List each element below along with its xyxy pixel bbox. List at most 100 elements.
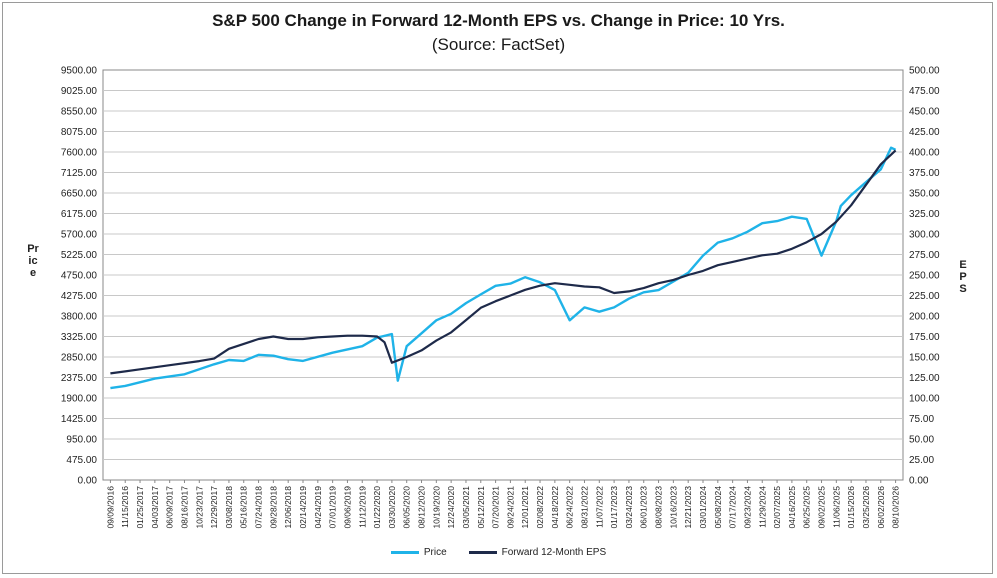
x-tick-label: 03/25/2026 [861, 486, 871, 529]
legend-swatch-eps [468, 551, 497, 554]
y-tick-label-right: 150.00 [909, 353, 940, 364]
x-tick-label: 08/08/2023 [654, 486, 664, 529]
y-axis-label-right: EPS [959, 259, 967, 295]
y-tick-label-left: 6650.00 [61, 189, 98, 200]
x-tick-label: 11/12/2019 [357, 486, 367, 528]
y-tick-label-left: 3800.00 [61, 312, 98, 323]
chart-subtitle: (Source: FactSet) [431, 35, 566, 54]
y-tick-label-right: 325.00 [909, 209, 940, 220]
y-tick-label-left: 9025.00 [61, 86, 98, 97]
y-tick-label-left: 3325.00 [61, 332, 98, 343]
chart-title: S&P 500 Change in Forward 12-Month EPS v… [212, 11, 785, 30]
x-tick-label: 09/23/2024 [742, 486, 752, 529]
x-tick-label: 02/14/2019 [298, 486, 308, 529]
x-tick-label: 02/08/2022 [535, 486, 545, 529]
x-tick-label: 01/22/2020 [372, 486, 382, 529]
y-tick-label-left: 950.00 [66, 435, 97, 446]
x-tick-label: 08/31/2022 [579, 486, 589, 529]
x-tick-label: 06/05/2020 [402, 486, 412, 529]
y-tick-label-right: 300.00 [909, 230, 940, 241]
y-tick-label-right: 125.00 [909, 373, 940, 384]
legend-item-price: Price [390, 547, 447, 558]
x-tick-label: 08/16/2017 [179, 486, 189, 529]
y-tick-label-right: 0.00 [909, 476, 929, 487]
x-tick-label: 01/17/2023 [609, 486, 619, 529]
x-tick-label: 06/25/2025 [802, 486, 812, 529]
y-tick-label-right: 200.00 [909, 312, 940, 323]
y-tick-label-right: 375.00 [909, 168, 940, 179]
x-tick-label: 10/23/2017 [194, 486, 204, 529]
y-tick-label-left: 5225.00 [61, 250, 98, 261]
legend: Price Forward 12-Month EPS [0, 547, 997, 558]
series-line-eps [110, 149, 897, 375]
y-tick-label-right: 450.00 [909, 107, 940, 118]
y-tick-label-right: 100.00 [909, 394, 940, 405]
x-tick-label: 01/25/2017 [135, 486, 145, 529]
y-tick-label-right: 500.00 [909, 66, 940, 77]
y-axis-label-left: Price [27, 243, 39, 279]
x-tick-label: 03/01/2024 [698, 486, 708, 529]
x-tick-label: 09/24/2021 [505, 486, 515, 529]
y-tick-label-left: 8075.00 [61, 127, 98, 138]
x-tick-label: 05/12/2021 [476, 486, 486, 529]
x-tick-label: 11/06/2025 [831, 486, 841, 528]
legend-swatch-price [390, 551, 419, 554]
x-tick-label: 09/28/2018 [268, 486, 278, 529]
x-tick-label: 10/19/2020 [431, 486, 441, 529]
x-tick-label: 02/07/2025 [772, 486, 782, 529]
x-tick-label: 03/30/2020 [387, 486, 397, 529]
x-tick-label: 06/09/2017 [165, 486, 175, 529]
x-tick-label: 03/08/2018 [224, 486, 234, 529]
x-tick-label: 06/24/2022 [565, 486, 575, 529]
y-tick-label-left: 7125.00 [61, 168, 98, 179]
x-tick-label: 06/01/2023 [639, 486, 649, 529]
y-tick-label-left: 4275.00 [61, 291, 98, 302]
y-tick-label-right: 425.00 [909, 127, 940, 138]
x-tick-label: 12/21/2023 [683, 486, 693, 529]
x-tick-label: 08/12/2020 [417, 486, 427, 529]
x-tick-label: 12/06/2018 [283, 486, 293, 529]
x-tick-label: 03/05/2021 [461, 486, 471, 529]
x-tick-label: 11/07/2022 [594, 486, 604, 528]
y-tick-label-left: 5700.00 [61, 230, 98, 241]
x-tick-label: 07/17/2024 [728, 486, 738, 529]
y-tick-label-left: 6175.00 [61, 209, 98, 220]
x-tick-label: 09/02/2025 [817, 486, 827, 529]
y-tick-label-left: 2850.00 [61, 353, 98, 364]
x-tick-label: 10/16/2023 [668, 486, 678, 529]
series-line-price [110, 146, 897, 390]
y-tick-label-left: 4750.00 [61, 271, 98, 282]
y-tick-label-right: 275.00 [909, 250, 940, 261]
y-tick-label-right: 250.00 [909, 271, 940, 282]
y-tick-label-left: 1425.00 [61, 414, 98, 425]
legend-label-eps: Forward 12-Month EPS [501, 547, 607, 558]
y-tick-label-right: 175.00 [909, 332, 940, 343]
y-tick-label-right: 400.00 [909, 148, 940, 159]
x-tick-label: 07/20/2021 [491, 486, 501, 529]
y-tick-label-right: 350.00 [909, 189, 940, 200]
x-tick-label: 07/01/2019 [328, 486, 338, 529]
y-tick-label-left: 9500.00 [61, 66, 98, 77]
y-tick-label-right: 50.00 [909, 435, 934, 446]
y-tick-label-left: 8550.00 [61, 107, 98, 118]
y-tick-label-left: 0.00 [78, 476, 98, 487]
x-tick-label: 07/24/2018 [254, 486, 264, 529]
x-tick-label: 04/18/2022 [550, 486, 560, 529]
y-tick-label-left: 2375.00 [61, 373, 98, 384]
y-tick-label-right: 75.00 [909, 414, 934, 425]
x-tick-label: 12/24/2020 [446, 486, 456, 529]
y-tick-label-left: 7600.00 [61, 148, 98, 159]
y-tick-label-left: 1900.00 [61, 394, 98, 405]
legend-label-price: Price [423, 547, 447, 558]
y-tick-label-right: 225.00 [909, 291, 940, 302]
x-tick-label: 06/02/2026 [876, 486, 886, 529]
x-tick-label: 12/29/2017 [209, 486, 219, 529]
y-tick-label-left: 475.00 [66, 455, 97, 466]
x-tick-label: 04/03/2017 [150, 486, 160, 529]
legend-item-eps: Forward 12-Month EPS [468, 547, 607, 558]
x-tick-label: 09/09/2016 [105, 486, 115, 529]
x-tick-label: 11/15/2016 [120, 486, 130, 528]
x-tick-label: 05/08/2024 [713, 486, 723, 529]
x-tick-label: 01/15/2026 [846, 486, 856, 529]
